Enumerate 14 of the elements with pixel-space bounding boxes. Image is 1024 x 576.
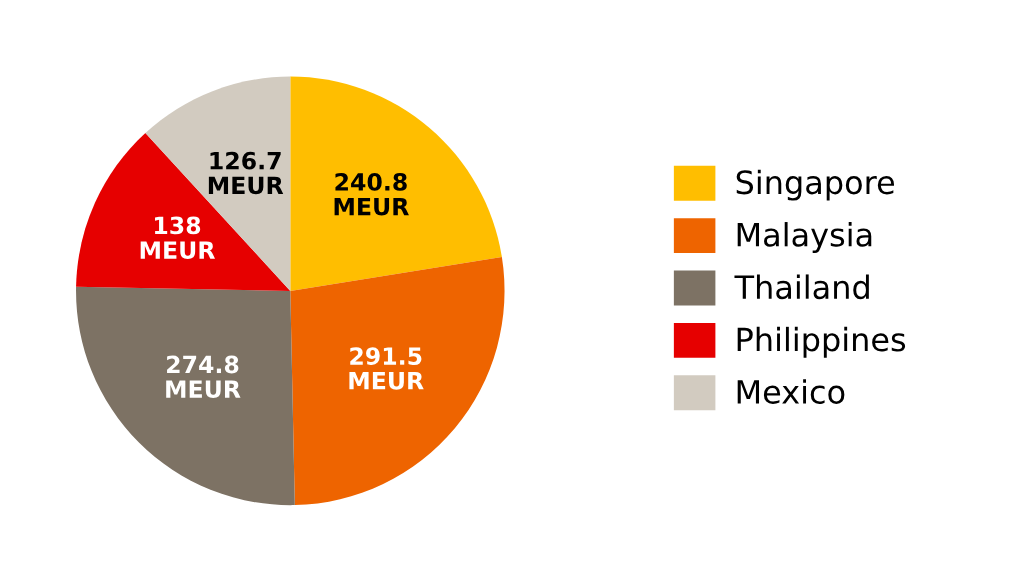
data-label: 126.7 MEUR [208,151,284,195]
legend-label: Philippines [737,326,906,358]
pie-slice [290,256,505,506]
legend-label: Thailand [734,274,869,300]
legend-label: Mexico [737,379,845,404]
legend-label: Singapore [736,169,895,201]
data-label: 240.8 MEUR [334,172,409,216]
pie-slice [290,76,502,291]
legend-label: Malaysia [737,222,872,253]
data-label: 274.8 MEUR [166,355,241,399]
data-label: 291.5 MEUR [349,347,424,390]
pie-slice [76,133,291,291]
pie-slice [76,286,295,506]
data-label: 138 MEUR [140,216,216,259]
